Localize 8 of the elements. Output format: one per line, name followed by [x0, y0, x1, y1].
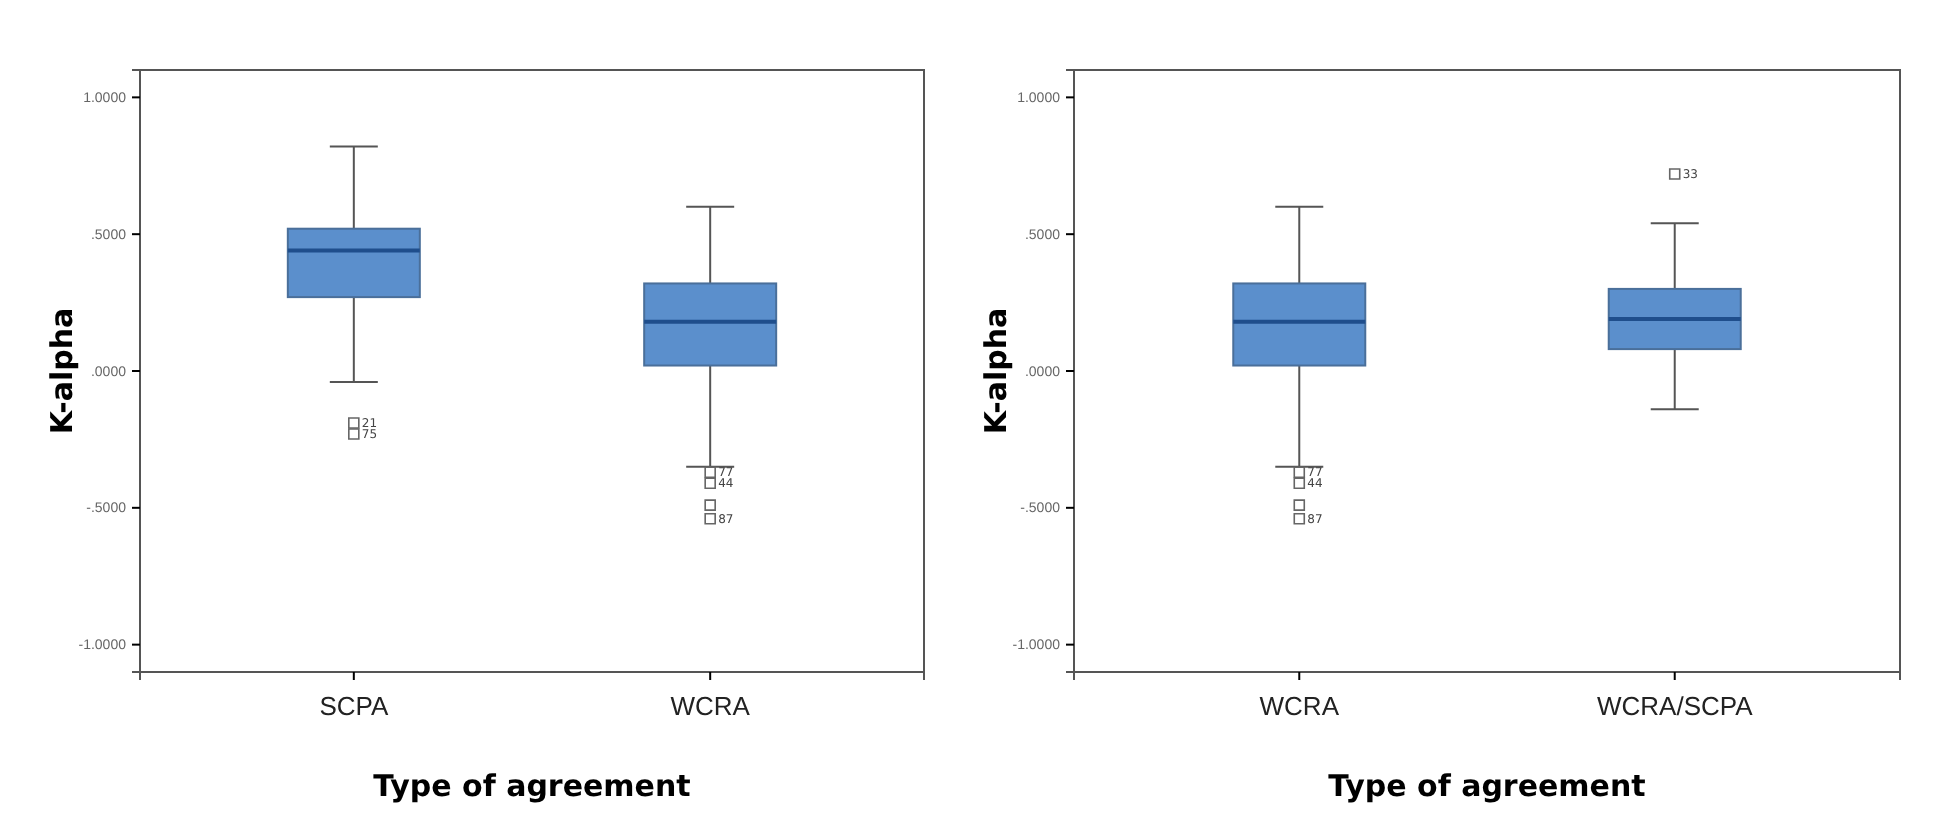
- x-axis-title: Type of agreement: [1328, 768, 1646, 804]
- y-axis-title: K-alpha: [978, 307, 1014, 435]
- x-axis-title: Type of agreement: [373, 768, 691, 804]
- x-tick-label: SCPA: [319, 690, 389, 721]
- x-tick-label: WCRA: [670, 690, 751, 721]
- y-axis-title: K-alpha: [44, 307, 80, 435]
- x-tick-label: WCRA: [1259, 690, 1340, 721]
- x-tick-label: WCRA/SCPA: [1596, 690, 1754, 721]
